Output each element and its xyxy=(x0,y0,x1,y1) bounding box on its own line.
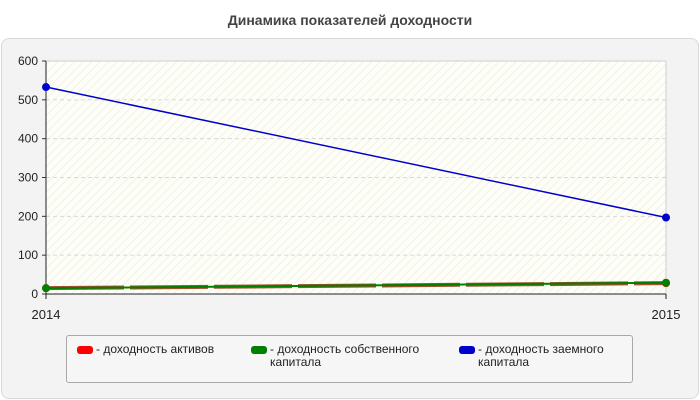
x-axis-ticks: 2014 2015 xyxy=(32,294,681,322)
series-line-debt xyxy=(45,86,667,219)
data-point[interactable] xyxy=(662,278,670,287)
y-tick-label: 300 xyxy=(18,171,38,185)
y-tick-label: 200 xyxy=(18,209,38,223)
legend-label-assets: - доходность активов xyxy=(96,342,215,356)
data-point[interactable] xyxy=(42,83,50,92)
y-tick-label: 400 xyxy=(18,132,38,146)
data-point[interactable] xyxy=(662,213,670,222)
x-tick-label: 2014 xyxy=(32,307,61,322)
legend-item-assets[interactable]: - доходность активов xyxy=(77,343,247,356)
legend-label-debt: - доходность заемного капитала xyxy=(478,342,604,369)
y-tick-label: 500 xyxy=(18,93,38,107)
y-axis-ticks: 0 100 200 300 400 500 600 xyxy=(18,54,46,301)
series-group xyxy=(42,83,670,293)
axes xyxy=(42,60,667,298)
legend-item-debt[interactable]: - доходность заемного капитала xyxy=(459,343,629,369)
legend-swatch-equity xyxy=(251,346,267,354)
legend-item-equity[interactable]: - доходность собственного капитала xyxy=(251,343,446,369)
legend: - доходность активов - доходность собств… xyxy=(66,335,633,383)
y-tick-label: 600 xyxy=(18,54,38,68)
legend-swatch-assets xyxy=(77,346,93,354)
series-line-equity xyxy=(45,281,667,290)
y-tick-label: 0 xyxy=(31,287,38,301)
y-tick-label: 100 xyxy=(18,248,38,262)
legend-label-equity: - доходность собственного капитала xyxy=(270,342,420,369)
legend-swatch-debt xyxy=(459,346,475,354)
chart-title: Динамика показателей доходности xyxy=(227,12,473,28)
x-tick-label: 2015 xyxy=(652,307,681,322)
data-point[interactable] xyxy=(42,284,50,293)
grid-lines xyxy=(46,99,666,256)
